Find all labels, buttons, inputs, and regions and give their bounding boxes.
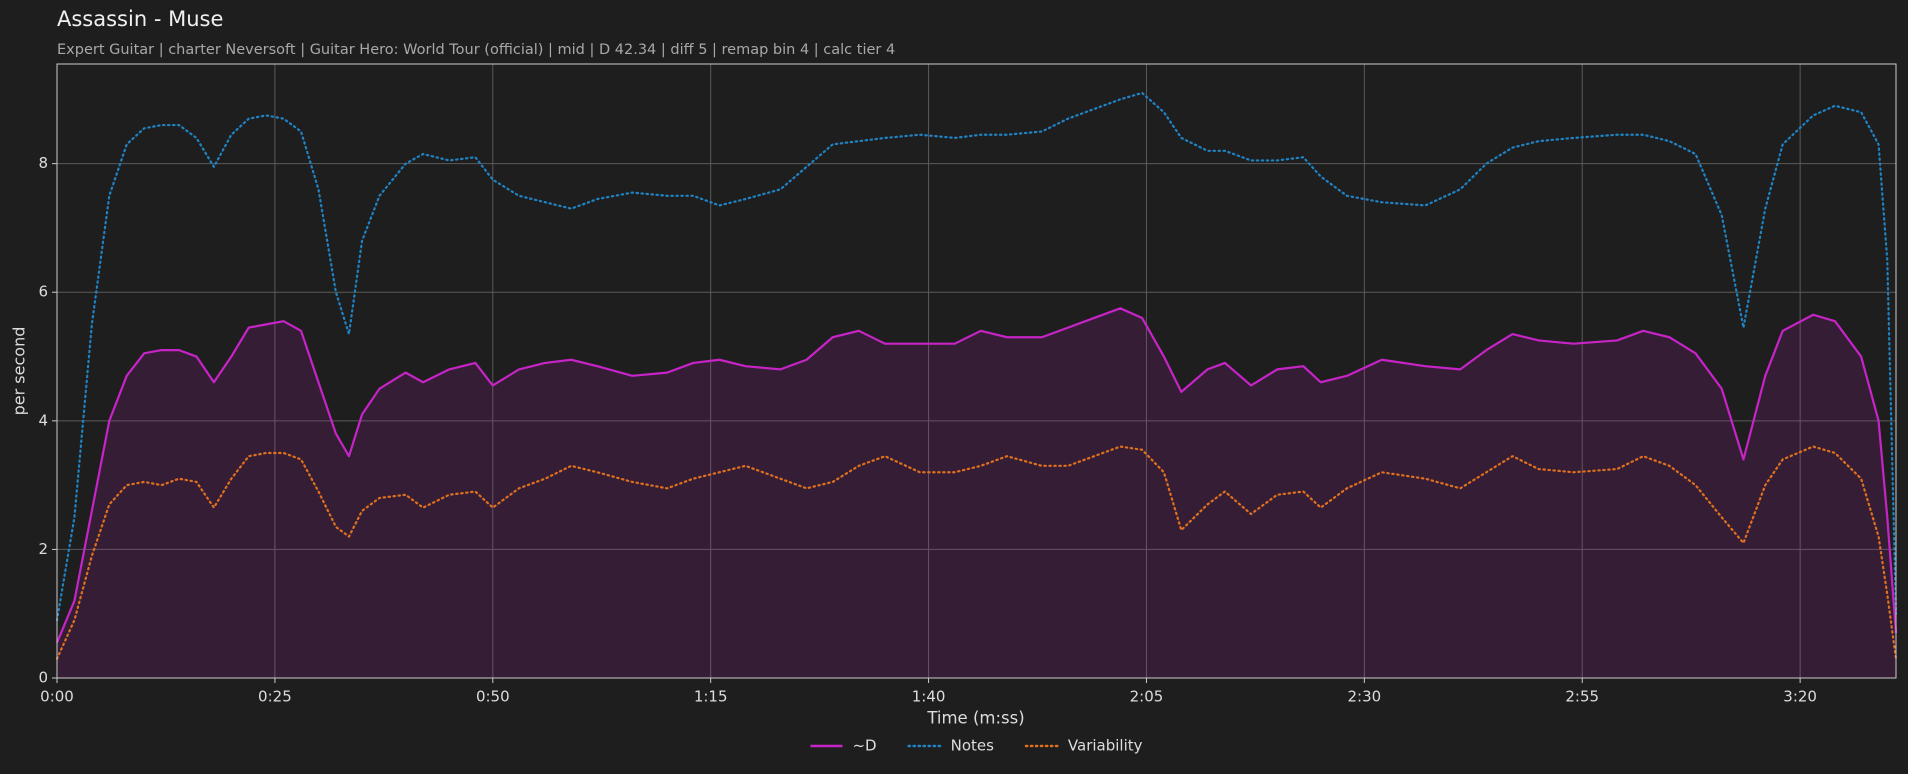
y-tick-label: 6 [38,283,48,301]
legend: ~D Notes Variability [810,737,1143,755]
legend-label: ~D [852,737,876,755]
x-axis-label: Time (m:ss) [926,709,1024,728]
x-tick-label: 1:15 [694,688,728,706]
chart-subtitle: Expert Guitar | charter Neversoft | Guit… [57,42,895,58]
area-fill [57,308,1896,678]
legend-label: Notes [951,737,995,755]
plot-marks [55,91,1898,678]
legend-item: ~D [810,737,877,755]
x-tick-label: 1:40 [912,688,946,706]
plot-frame [56,63,1897,679]
x-tick-label: 2:30 [1348,688,1382,706]
legend-item: Variability [1024,737,1143,755]
y-tick-label: 8 [38,154,48,172]
series-line [55,91,1898,622]
x-tick-label: 0:00 [40,688,74,706]
x-tick-label: 2:05 [1130,688,1164,706]
x-tick-label: 0:25 [258,688,292,706]
y-tick-label: 2 [38,540,48,558]
y-tick-label: 0 [38,669,48,687]
chart-title: Assassin - Muse [57,7,223,31]
series-line [55,445,1898,660]
y-axis-label: per second [10,327,29,416]
y-tick-label: 4 [38,411,48,429]
x-tick-label: 3:20 [1783,688,1817,706]
x-tick-label: 0:50 [476,688,510,706]
grid [56,64,1896,679]
legend-item: Notes [907,737,995,755]
legend-label: Variability [1068,737,1143,755]
x-tick-label: 2:55 [1565,688,1599,706]
series-line [55,307,1898,644]
axes: 0 2 4 6 8 0:00 0:25 0:50 1:15 1:40 2:05 2:30 2:55 3:2… [38,63,1897,706]
